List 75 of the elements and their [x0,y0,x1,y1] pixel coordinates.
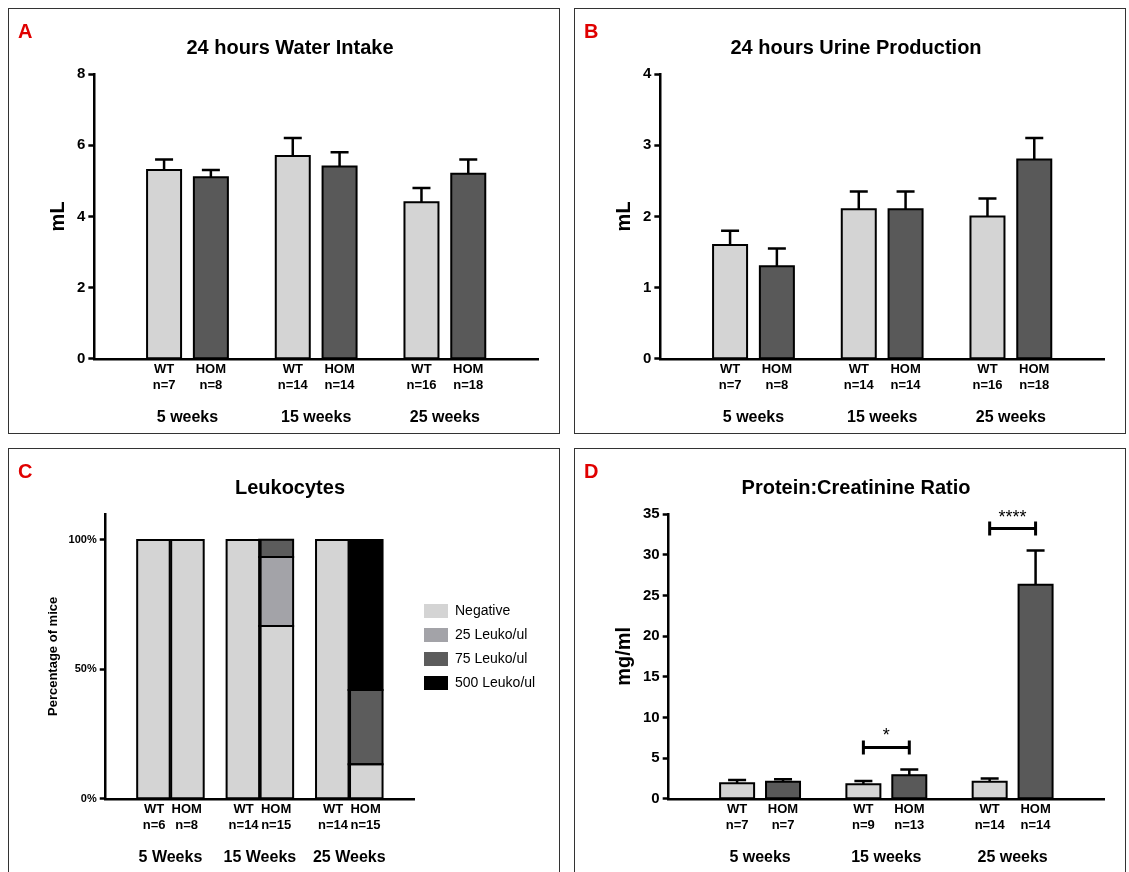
x-tick-label: WT n=16 [406,361,437,392]
x-tick-label: HOM n=15 [260,801,292,832]
x-tick-label: HOM n=14 [324,361,356,392]
chart-title: Protein:Creatinine Ratio [741,475,971,498]
text: 5 weeks [156,408,219,426]
x-tick-label: HOM n=15 [350,801,381,832]
chart-title: 24 hours Water Intake [186,35,394,58]
text: 5 weeks [729,848,791,866]
text: B [584,19,599,42]
x-tick-label: WT n=14 [843,361,875,392]
x-tick-label: HOM n=8 [761,361,793,392]
y-tick-label: 25 [643,585,660,603]
x-tick-label: HOM n=14 [1020,801,1052,832]
x-tick-label: HOM n=8 [195,361,227,392]
x-tick-label: WT n=7 [152,361,176,392]
y-axis-title: mL [45,201,68,232]
text: 5 Weeks [138,848,203,866]
x-tick-label: HOM n=18 [1019,361,1050,392]
x-tick-label: HOM n=8 [171,801,202,832]
x-tick-label: HOM n=18 [453,361,484,392]
y-tick-label: 10 [643,707,660,725]
x-tick-label: WT n=14 [974,801,1006,832]
text: 25 Weeks [312,848,386,866]
x-tick-label: HOM n=13 [894,801,925,832]
y-tick-label: 20 [643,626,660,644]
y-tick-label: 4 [77,206,86,224]
x-tick-label: WT n=14 [277,361,309,392]
x-tick-label: WT n=14 [318,801,349,832]
text: C [18,459,33,482]
y-tick-label: 8 [77,64,86,82]
y-tick-label: 0 [643,348,652,366]
y-tick-label: 0 [651,788,660,806]
y-axis-title: mL [611,201,634,232]
annotation: **** [998,506,1027,527]
y-axis-title: mg/ml [611,626,634,686]
annotation: * [882,725,890,746]
y-tick-label: 2 [77,277,86,295]
x-tick-label: HOM n=14 [890,361,922,392]
text: 5 weeks [722,408,785,426]
chart-title: Leukocytes [234,475,346,498]
text: 15 weeks [847,408,918,426]
y-tick-label: 4 [643,64,652,82]
text: 15 weeks [281,408,352,426]
x-tick-label: WT n=6 [142,801,166,832]
x-tick-label: WT n=7 [718,361,742,392]
text: 25 weeks [977,848,1048,866]
y-tick-label: 0 [77,348,86,366]
chart-title: 24 hours Urine Production [730,35,982,58]
y-tick-label: 15 [643,666,660,684]
text: D [584,459,599,482]
x-tick-label: HOM n=7 [767,801,799,832]
x-tick-label: WT n=9 [852,801,875,832]
text: 15 weeks [851,848,922,866]
y-tick-label: 2 [643,206,652,224]
legend-label: 500 Leuko/ul [455,673,536,690]
legend-label: 75 Leuko/ul [455,649,528,666]
y-tick-label: 1 [643,277,652,295]
text: A [18,19,33,42]
x-tick-label: WT n=7 [725,801,749,832]
y-tick-label: 6 [77,135,86,153]
y-tick-label: 3 [643,135,652,153]
text: 25 weeks [409,408,481,426]
y-tick-label: 100% [68,532,97,545]
legend-label: Negative [455,601,511,618]
y-tick-label: 5 [651,748,660,766]
text: 25 weeks [975,408,1047,426]
y-axis-title: Percentage of mice [45,596,61,717]
legend-label: 25 Leuko/ul [455,625,528,642]
x-tick-label: WT n=16 [972,361,1003,392]
y-tick-label: 0% [80,791,97,804]
x-tick-label: WT n=14 [228,801,260,832]
y-tick-label: 35 [643,504,660,522]
y-tick-label: 50% [74,662,97,675]
text: 15 Weeks [223,848,297,866]
y-tick-label: 30 [643,544,660,562]
